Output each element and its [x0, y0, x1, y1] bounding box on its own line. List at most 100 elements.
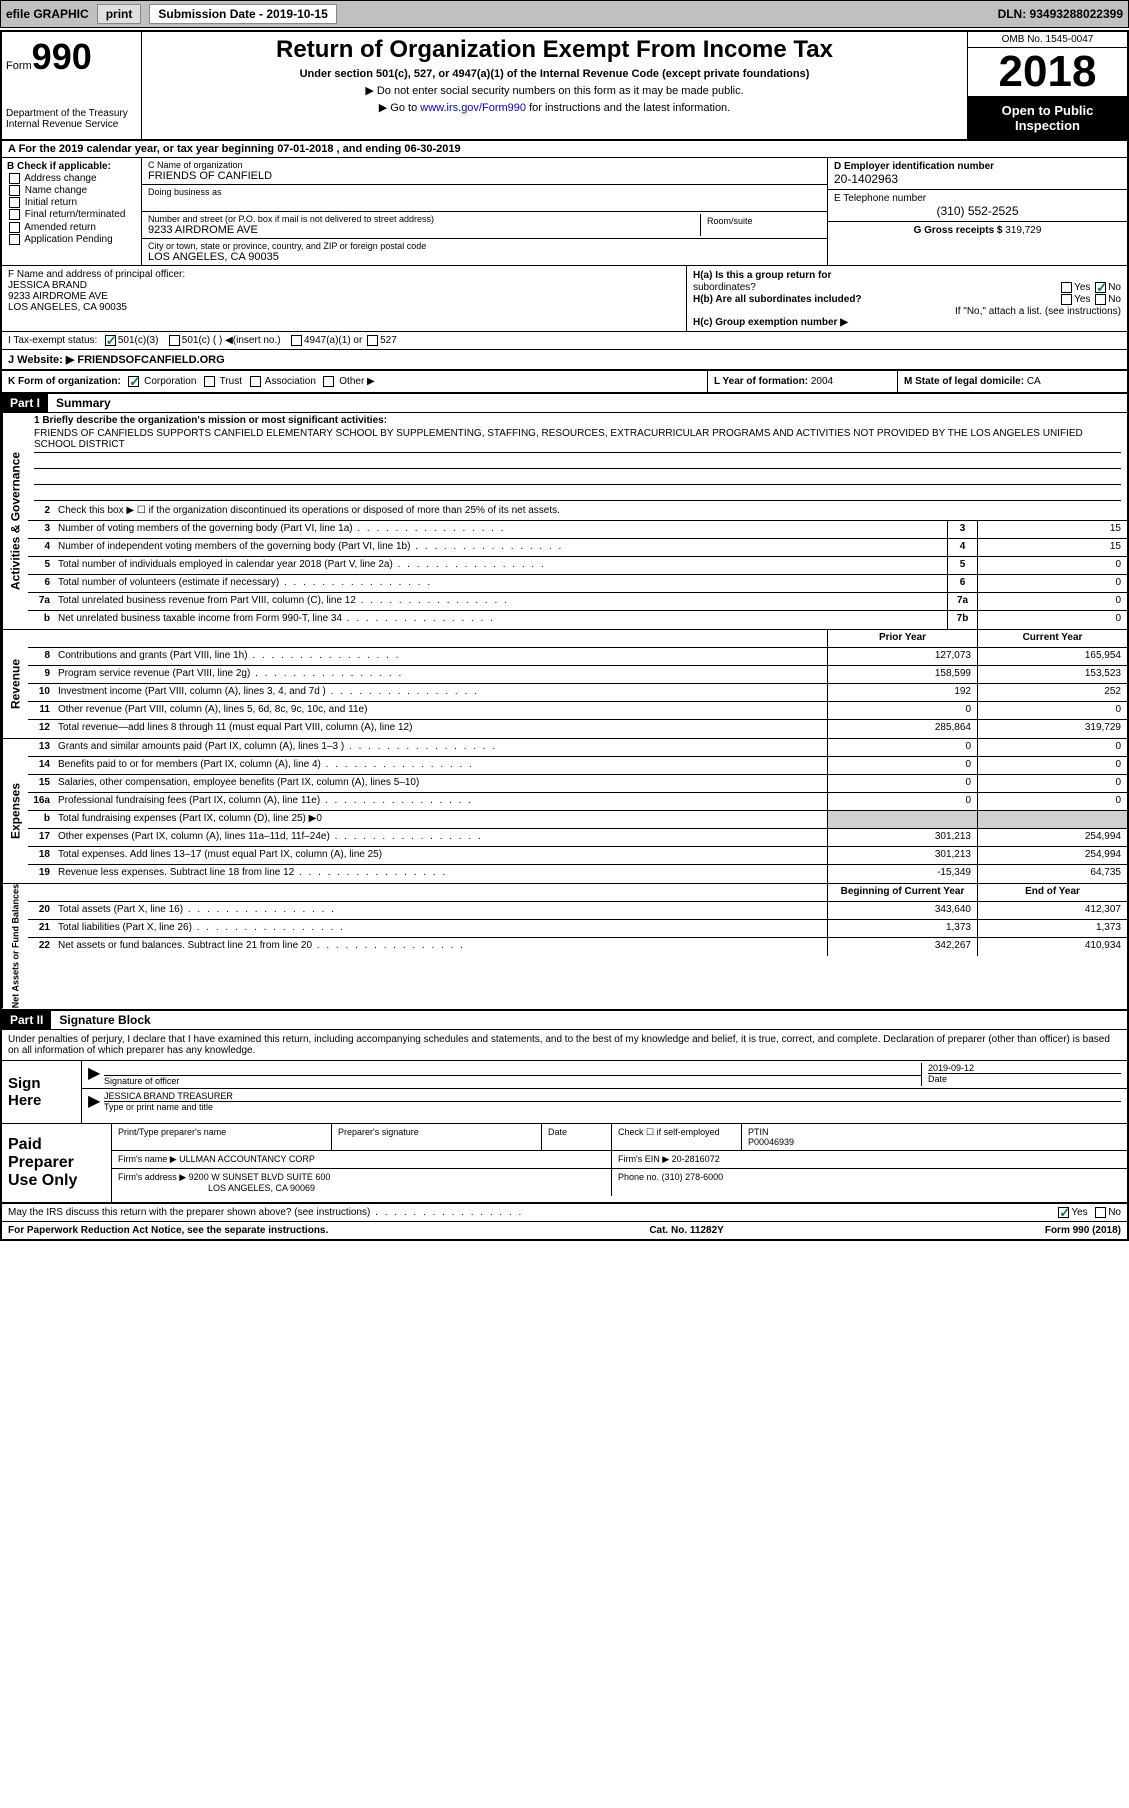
gross-label: G Gross receipts $	[914, 225, 1003, 236]
line13: Grants and similar amounts paid (Part IX…	[54, 739, 827, 756]
addr-label: Number and street (or P.O. box if mail i…	[148, 214, 700, 224]
side-expenses: Expenses	[2, 739, 28, 883]
f-addr1: 9233 AIRDROME AVE	[8, 291, 680, 302]
addr: 9233 AIRDROME AVE	[148, 224, 700, 236]
sig-officer-label: Signature of officer	[104, 1075, 921, 1086]
line5-val: 0	[977, 557, 1127, 574]
part2-hdr: Part II	[2, 1011, 51, 1029]
line2: Check this box ▶ ☐ if the organization d…	[54, 503, 1127, 520]
line7a: Total unrelated business revenue from Pa…	[54, 593, 947, 610]
discuss-text: May the IRS discuss this return with the…	[8, 1207, 523, 1218]
chk-501c[interactable]	[169, 335, 180, 346]
sig-name: JESSICA BRAND TREASURER	[104, 1091, 1121, 1101]
line4-val: 15	[977, 539, 1127, 556]
line12: Total revenue—add lines 8 through 11 (mu…	[54, 720, 827, 738]
f-name: JESSICA BRAND	[8, 280, 680, 291]
col-b: B Check if applicable: Address change Na…	[2, 158, 142, 265]
line4: Number of independent voting members of …	[54, 539, 947, 556]
line7a-val: 0	[977, 593, 1127, 610]
line3-val: 15	[977, 521, 1127, 538]
gross: 319,729	[1005, 225, 1041, 236]
mission-label: 1 Briefly describe the organization's mi…	[34, 415, 1121, 426]
part2-title: Signature Block	[51, 1011, 158, 1029]
top-bar: efile GRAPHIC print Submission Date - 20…	[0, 0, 1129, 28]
firm-ein-label: Firm's EIN ▶	[618, 1154, 669, 1164]
form-number: 990	[32, 36, 92, 77]
ein-label: D Employer identification number	[834, 161, 1121, 172]
line21: Total liabilities (Part X, line 26)	[54, 920, 827, 937]
chk-corp[interactable]	[128, 376, 139, 387]
tax-status-row: I Tax-exempt status: 501(c)(3) 501(c) ( …	[2, 332, 1127, 350]
tax-label: I Tax-exempt status:	[8, 335, 97, 346]
chk-name[interactable]: Name change	[7, 185, 136, 196]
f-label: F Name and address of principal officer:	[8, 269, 680, 280]
side-revenue: Revenue	[2, 630, 28, 738]
header-left: Form990 Department of the Treasury Inter…	[2, 32, 142, 139]
ptin: P00046939	[748, 1137, 794, 1147]
side-governance: Activities & Governance	[2, 413, 28, 629]
line17: Other expenses (Part IX, column (A), lin…	[54, 829, 827, 846]
line15: Salaries, other compensation, employee b…	[54, 775, 827, 792]
sig-arrow-icon: ▶	[88, 1063, 104, 1086]
irs-link[interactable]: www.irs.gov/Form990	[420, 102, 526, 114]
chk-final[interactable]: Final return/terminated	[7, 209, 136, 220]
tel-label: E Telephone number	[834, 193, 1121, 204]
row-a: A For the 2019 calendar year, or tax yea…	[2, 141, 1127, 158]
sig-date: 2019-09-12	[928, 1063, 1121, 1073]
line18: Total expenses. Add lines 13–17 (must eq…	[54, 847, 827, 864]
hb-yesno: Yes No	[1059, 294, 1121, 305]
prep-h2: Preparer's signature	[332, 1124, 542, 1150]
col-d: D Employer identification number 20-1402…	[827, 158, 1127, 265]
form-subtitle: Under section 501(c), 527, or 4947(a)(1)…	[148, 68, 961, 80]
chk-other[interactable]	[323, 376, 334, 387]
ein: 20-1402963	[834, 172, 1121, 186]
tax-year: 2018	[968, 48, 1127, 97]
line19: Revenue less expenses. Subtract line 18 …	[54, 865, 827, 883]
line8: Contributions and grants (Part VIII, lin…	[54, 648, 827, 665]
line6-val: 0	[977, 575, 1127, 592]
line16b: Total fundraising expenses (Part IX, col…	[54, 811, 827, 828]
form-prefix: Form	[6, 60, 32, 72]
sig-name-label: Type or print name and title	[104, 1101, 1121, 1112]
chk-4947[interactable]	[291, 335, 302, 346]
date-label: Date	[928, 1073, 1121, 1084]
chk-501c3[interactable]	[105, 335, 116, 346]
chk-527[interactable]	[367, 335, 378, 346]
dba-label: Doing business as	[148, 187, 821, 197]
discuss-yes[interactable]	[1058, 1207, 1069, 1218]
line20: Total assets (Part X, line 16)	[54, 902, 827, 919]
header-mid: Return of Organization Exempt From Incom…	[142, 32, 967, 139]
line9: Program service revenue (Part VIII, line…	[54, 666, 827, 683]
efile-label: efile GRAPHIC	[6, 7, 89, 21]
hdr-prior: Prior Year	[827, 630, 977, 647]
phone: (310) 278-6000	[662, 1172, 724, 1182]
phone-label: Phone no.	[618, 1172, 659, 1182]
discuss-no[interactable]	[1095, 1207, 1106, 1218]
city-label: City or town, state or province, country…	[148, 241, 821, 251]
website: FRIENDSOFCANFIELD.ORG	[77, 354, 224, 366]
line6: Total number of volunteers (estimate if …	[54, 575, 947, 592]
note1: ▶ Do not enter social security numbers o…	[148, 84, 961, 97]
org-name-label: C Name of organization	[148, 160, 821, 170]
chk-address[interactable]: Address change	[7, 173, 136, 184]
hdr-current: Current Year	[977, 630, 1127, 647]
submission-date: Submission Date - 2019-10-15	[149, 4, 336, 24]
firm-addr-label: Firm's address ▶	[118, 1172, 186, 1182]
chk-trust[interactable]	[204, 376, 215, 387]
m-state: M State of legal domicile: CA	[897, 371, 1127, 392]
line7b: Net unrelated business taxable income fr…	[54, 611, 947, 629]
firm-label: Firm's name ▶	[118, 1154, 177, 1164]
chk-assoc[interactable]	[250, 376, 261, 387]
form-ref: Form 990 (2018)	[1045, 1225, 1121, 1236]
paid-preparer-label: Paid Preparer Use Only	[2, 1124, 112, 1202]
cat-no: Cat. No. 11282Y	[649, 1225, 723, 1236]
chk-pending[interactable]: Application Pending	[7, 234, 136, 245]
chk-initial[interactable]: Initial return	[7, 197, 136, 208]
ha-yesno: Yes No	[1059, 282, 1121, 293]
print-button[interactable]: print	[97, 4, 142, 24]
firm-name: ULLMAN ACCOUNTANCY CORP	[179, 1154, 315, 1164]
firm-addr1: 9200 W SUNSET BLVD SUITE 600	[189, 1172, 331, 1182]
prep-h5: PTIN	[748, 1127, 769, 1137]
part1-title: Summary	[48, 394, 119, 412]
chk-amended[interactable]: Amended return	[7, 222, 136, 233]
